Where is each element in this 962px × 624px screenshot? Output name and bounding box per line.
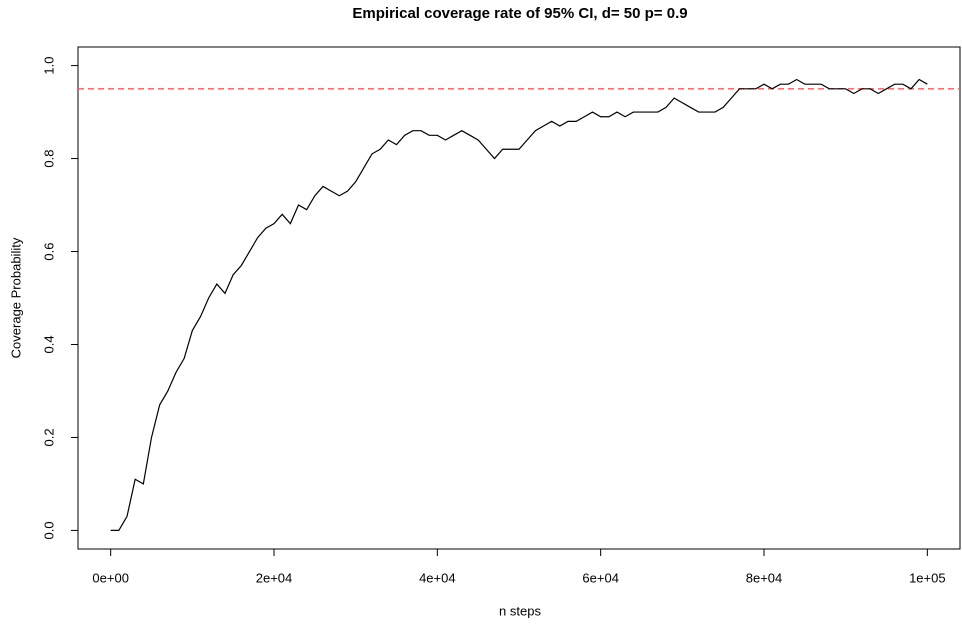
plot-frame	[77, 46, 961, 550]
x-tick-label: 1e+05	[909, 570, 946, 585]
x-tick-label: 2e+04	[256, 570, 293, 585]
x-tick-label: 8e+04	[746, 570, 783, 585]
y-tick-label: 0.6	[41, 242, 56, 260]
x-axis-label: n steps	[499, 603, 541, 618]
y-tick-label: 1.0	[41, 57, 56, 75]
y-tick-label: 0.4	[41, 335, 56, 353]
y-tick-label: 0.2	[41, 428, 56, 446]
y-tick-label: 0.8	[41, 150, 56, 168]
chart-title: Empirical coverage rate of 95% CI, d= 50…	[352, 5, 687, 22]
y-tick-label: 0.0	[41, 521, 56, 539]
x-tick-label: 4e+04	[419, 570, 456, 585]
x-tick-label: 6e+04	[582, 570, 619, 585]
data-line	[110, 78, 928, 532]
y-axis-label: Coverage Probability	[8, 237, 23, 358]
x-tick-label: 0e+00	[92, 570, 129, 585]
